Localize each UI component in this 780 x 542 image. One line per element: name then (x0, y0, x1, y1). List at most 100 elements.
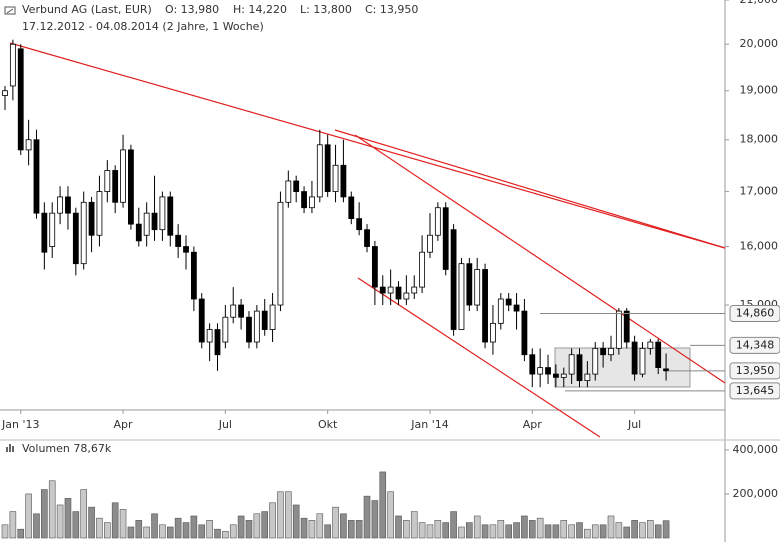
annotation-label: 13,645 (736, 384, 775, 397)
candle-body (183, 246, 189, 253)
volume-bar (237, 515, 245, 539)
candle-body (33, 139, 40, 214)
candle-body (332, 164, 339, 192)
y-tick-label: 21,000 (740, 0, 779, 6)
volume-bar (300, 517, 308, 539)
volume-bar (418, 522, 426, 539)
candle-body (285, 180, 292, 203)
candle-body (293, 180, 300, 192)
volume-bar (222, 531, 229, 539)
candle-body (143, 212, 150, 236)
volume-tick-label: 400,000 (733, 443, 779, 456)
candle-body (608, 347, 614, 356)
volume-bar (166, 526, 174, 539)
volume-bar (387, 491, 394, 539)
candle-body (340, 164, 347, 198)
candle-body (482, 269, 488, 343)
volume-bar (25, 493, 32, 539)
volume-bar (442, 522, 450, 539)
candle-body (568, 354, 575, 375)
candle-body (647, 341, 654, 349)
volume-bar (489, 524, 497, 539)
volume-bar (505, 524, 512, 539)
volume-bar (340, 513, 347, 539)
candle-body (190, 251, 197, 300)
volume-bar (1, 524, 9, 539)
candle-body (17, 48, 24, 151)
candle-body (560, 373, 567, 378)
volume-bar (560, 520, 568, 539)
ohlc: L: 13,800 (300, 3, 352, 16)
volume-bar (654, 524, 662, 539)
icon (4, 6, 16, 15)
candle-body (41, 212, 48, 253)
y-tick-label: 17,000 (740, 185, 779, 198)
chart-subtitle: 17.12.2012 - 04.08.2014 (2 Jahre, 1 Woch… (22, 20, 264, 33)
candle-body (466, 263, 473, 306)
y-tick-label: 20,000 (740, 37, 779, 50)
candle-body (387, 286, 394, 294)
candle-body (505, 298, 512, 306)
candle-body (277, 201, 284, 306)
volume-bar (190, 515, 198, 539)
candle-body (450, 229, 457, 330)
volume-bar (119, 509, 127, 539)
candle-body (198, 298, 205, 343)
candle-body (497, 298, 504, 324)
y-tick-label: 18,000 (740, 133, 779, 146)
volume-bar (568, 524, 575, 539)
volume-bar (639, 522, 646, 539)
candle-body (521, 310, 528, 356)
annotation-box (729, 382, 780, 400)
volume-bar (450, 511, 457, 539)
annotation-label: 14,348 (736, 338, 775, 351)
volume-bar (206, 520, 213, 539)
volume-bar (599, 524, 607, 539)
candle-body (600, 347, 607, 356)
volume-bar (434, 520, 442, 539)
x-tick-label: Jul (218, 418, 232, 431)
candle-body (128, 149, 134, 225)
volume-bar (410, 511, 418, 539)
candle-body (246, 316, 252, 343)
volume-bar (403, 520, 410, 539)
volume-bar (591, 524, 599, 539)
volume-bar (64, 498, 72, 539)
candle-body (120, 149, 126, 203)
volume-bar (127, 526, 135, 539)
candle-body (88, 201, 95, 236)
annotation-box (729, 336, 780, 354)
volume-bar (88, 506, 95, 539)
volume-bar (135, 520, 143, 539)
volume-bar (607, 515, 615, 539)
ohlc: O: 13,980 (165, 3, 219, 16)
volume-bar (426, 524, 434, 539)
volume-bar (395, 515, 402, 539)
candle-body (309, 196, 315, 209)
candle-body (222, 316, 229, 343)
candle-body (269, 304, 276, 330)
candle-body (25, 139, 32, 151)
x-tick-label: Apr (114, 418, 134, 431)
volume-bar (269, 502, 276, 539)
candle-body (301, 191, 307, 209)
candle-body (104, 170, 111, 192)
volume-bar (48, 480, 56, 539)
candle-body (214, 329, 221, 356)
volume-bar (528, 520, 536, 539)
x-tick-label: Jan '14 (410, 418, 448, 431)
y-tick-label: 16,000 (740, 240, 779, 253)
candle-body (490, 322, 496, 343)
candle-body (458, 263, 465, 330)
volume-bar (151, 513, 158, 539)
volume-label: Volumen 78,67k (22, 442, 112, 455)
candle-body (379, 286, 386, 294)
x-tick-label: Apr (523, 418, 543, 431)
candle-body (206, 329, 213, 343)
ohlc: H: 14,220 (233, 3, 287, 16)
volume-bar (308, 520, 316, 539)
candle-body (403, 292, 410, 300)
candle-body (238, 304, 245, 318)
candle-body (663, 368, 669, 372)
